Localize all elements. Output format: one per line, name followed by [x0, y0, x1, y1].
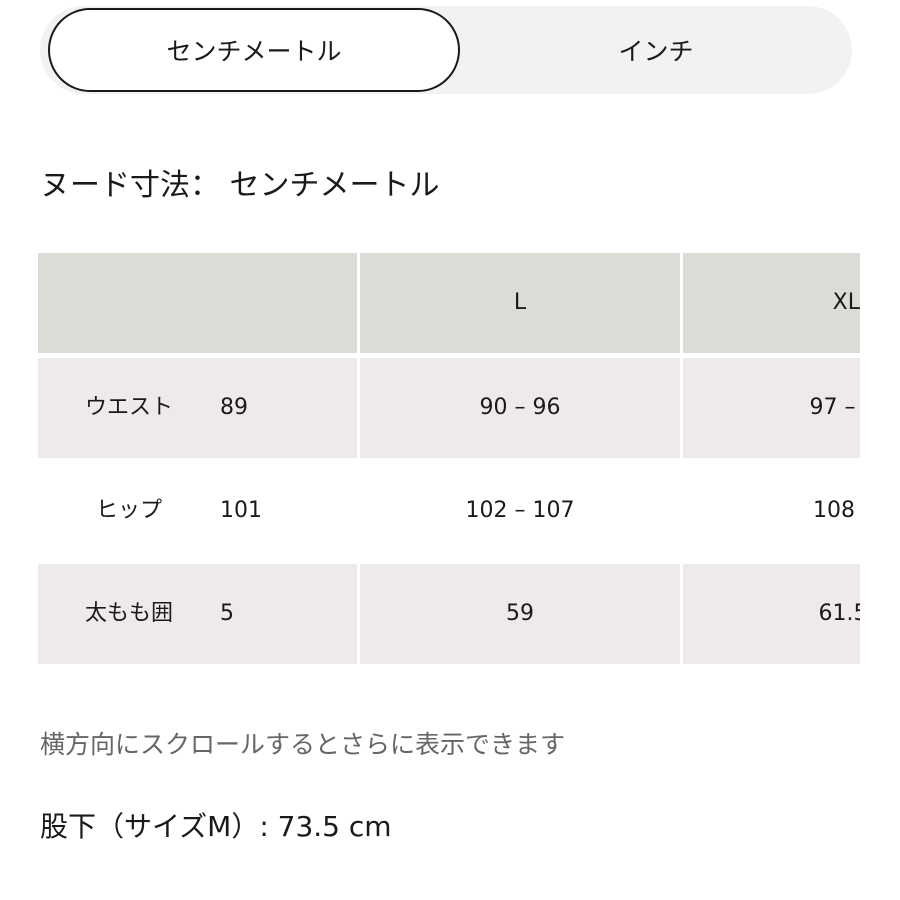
- section-title: ヌード寸法： センチメートル: [40, 168, 440, 203]
- row-label-text: 太もも囲: [84, 601, 173, 626]
- row-label-text: ウエスト: [84, 395, 173, 420]
- size-table[interactable]: L XL ウエスト 89 90 – 96 97 – 1 ヒップ 101 102 …: [38, 253, 860, 665]
- table-cell: 61.5: [683, 564, 860, 664]
- cell-value: 61.5: [818, 601, 861, 626]
- cell-value: 5: [220, 601, 234, 626]
- table-cell: 97 – 1: [683, 358, 860, 458]
- cell-value: 89: [220, 395, 248, 420]
- cell-value: 101: [220, 498, 262, 523]
- table-cell: 89: [220, 358, 357, 458]
- inseam-text: 股下（サイズM）: 73.5 cm: [40, 810, 392, 843]
- row-label-text: ヒップ: [95, 498, 162, 523]
- cell-value: 59: [506, 601, 534, 626]
- table-row: 太もも囲 5 59 61.5: [38, 564, 860, 664]
- table-cell: 108 –: [683, 461, 860, 561]
- table-header-row: L XL: [38, 253, 860, 353]
- header-cell: [38, 253, 220, 353]
- toggle-centimeter[interactable]: センチメートル: [48, 8, 460, 92]
- header-label: XL: [832, 290, 860, 315]
- scroll-hint: 横方向にスクロールするとさらに表示できます: [40, 730, 566, 759]
- cell-value: 108 –: [813, 498, 860, 523]
- cell-value: 97 – 1: [809, 395, 861, 420]
- header-label: [38, 253, 220, 353]
- table-cell: 101: [220, 461, 357, 561]
- cell-value: 102 – 107: [465, 498, 575, 523]
- header-cell-xl: XL: [683, 253, 860, 353]
- row-label: 太もも囲: [38, 564, 220, 664]
- table-cell: 5: [220, 564, 357, 664]
- table-cell: 90 – 96: [360, 358, 680, 458]
- toggle-inch[interactable]: インチ: [618, 37, 694, 66]
- unit-toggle: センチメートル インチ: [40, 6, 852, 94]
- row-label: ウエスト: [38, 358, 220, 458]
- header-cell: [220, 253, 357, 353]
- table-row: ヒップ 101 102 – 107 108 –: [38, 461, 860, 561]
- header-cell-l: L: [360, 253, 680, 353]
- cell-value: 90 – 96: [479, 395, 561, 420]
- header-label: L: [513, 290, 527, 315]
- table-row: ウエスト 89 90 – 96 97 – 1: [38, 358, 860, 458]
- table-cell: 102 – 107: [360, 461, 680, 561]
- row-label: ヒップ: [38, 461, 220, 561]
- table-cell: 59: [360, 564, 680, 664]
